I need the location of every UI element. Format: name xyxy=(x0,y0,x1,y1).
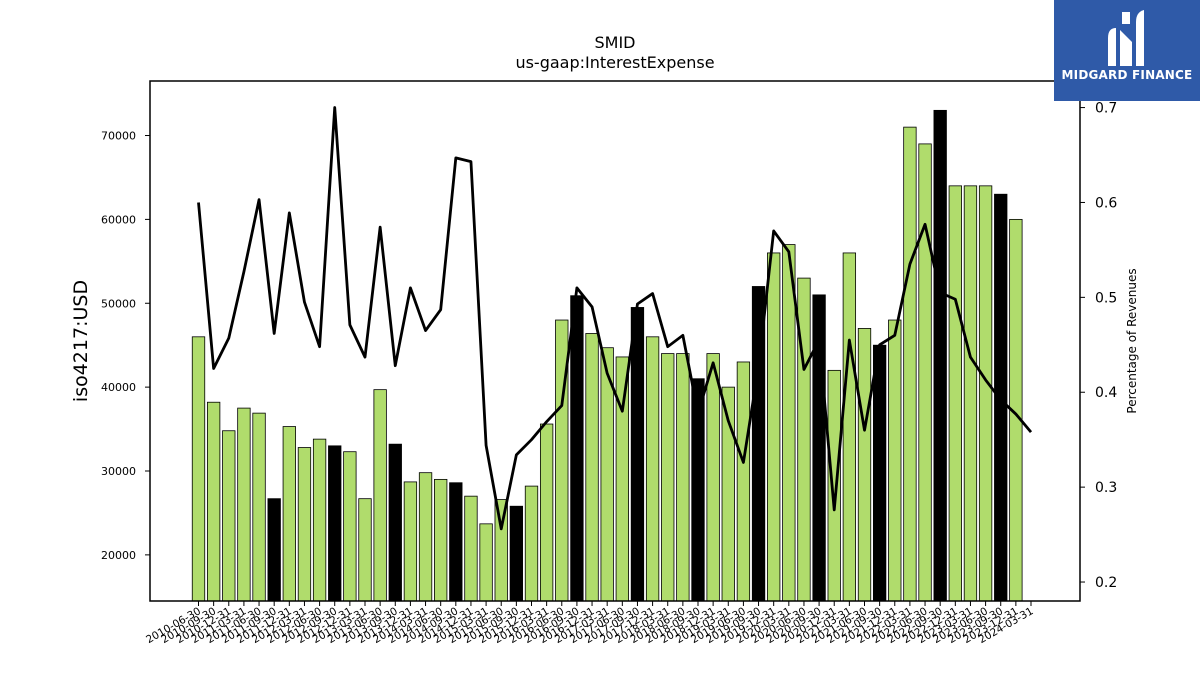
chart-title: SMID xyxy=(595,33,636,52)
y2-tick-label: 0.7 xyxy=(1095,101,1117,117)
bar-2014-12-31 xyxy=(464,495,478,602)
midgard-logo-icon xyxy=(1108,10,1144,66)
percentage-of-revenues-line xyxy=(197,106,1033,531)
bar-2014-03-31 xyxy=(418,472,433,602)
bar-2015-06-30 xyxy=(494,499,508,602)
y-tick-label: 60000 xyxy=(101,213,136,226)
midgard-finance-logo: MIDGARD FINANCE xyxy=(1054,0,1200,101)
bar-2023-03-31 xyxy=(963,185,978,602)
chart-subtitle: us-gaap:InterestExpense xyxy=(515,53,714,72)
y-tick-label: 30000 xyxy=(101,465,136,478)
bar-2015-12-31 xyxy=(524,485,539,602)
logo-text: MIDGARD FINANCE xyxy=(1061,68,1193,82)
bar-2022-09-30 xyxy=(933,109,947,602)
y2-tick-label: 0.5 xyxy=(1095,290,1117,306)
y2-tick-label: 0.2 xyxy=(1095,575,1117,591)
x-axis: 2010-06-302010-09-302010-12-312011-03-31… xyxy=(144,601,1036,646)
bar-2010-09-30 xyxy=(206,401,221,602)
bar-2014-09-30 xyxy=(449,482,463,602)
bar-2018-12-31 xyxy=(706,353,720,602)
bar-2021-06-30 xyxy=(857,328,872,602)
bar-2013-09-30 xyxy=(388,443,402,602)
bar-2018-03-31 xyxy=(661,353,675,602)
y2-tick-label: 0.6 xyxy=(1095,195,1117,211)
bar-2012-06-30 xyxy=(312,438,327,602)
bar-2021-12-31 xyxy=(888,319,902,602)
bar-2020-03-31 xyxy=(782,244,796,602)
y2-axis-label: Percentage of Revenues xyxy=(1125,268,1139,413)
bar-2011-06-30 xyxy=(252,412,266,602)
bar-2020-12-31 xyxy=(827,369,841,602)
bar-2010-12-31 xyxy=(222,430,236,602)
y-axis-left: 20000 30000 40000 50000 60000 70000 xyxy=(101,130,150,562)
y-tick-label: 50000 xyxy=(101,297,136,310)
bar-2010-06-30 xyxy=(191,336,206,602)
bar-2023-06-30 xyxy=(978,185,993,602)
bar-2017-06-30 xyxy=(615,356,629,602)
bar-2016-12-31 xyxy=(585,333,599,602)
y-axis-label: iso4217:USD xyxy=(70,280,92,402)
bar-2011-03-31 xyxy=(237,407,251,602)
y-tick-label: 40000 xyxy=(101,381,136,394)
bar-2016-09-30 xyxy=(570,295,584,602)
y-tick-label: 20000 xyxy=(101,549,136,562)
bar-2016-03-31 xyxy=(539,423,554,602)
bar-2012-09-30 xyxy=(328,445,342,602)
bar-2019-06-30 xyxy=(736,361,751,602)
bar-2022-06-30 xyxy=(918,143,932,602)
bar-2022-03-31 xyxy=(903,126,917,602)
y2-tick-label: 0.3 xyxy=(1095,480,1117,496)
bar-2013-06-30 xyxy=(373,389,387,602)
y2-tick-label: 0.4 xyxy=(1095,385,1117,401)
bar-2018-06-30 xyxy=(676,353,690,602)
bar-2021-03-31 xyxy=(842,252,857,602)
bar-2011-09-30 xyxy=(267,498,281,602)
bar-2013-12-31 xyxy=(403,481,418,602)
bar-2014-06-30 xyxy=(434,478,448,602)
bar-2013-03-31 xyxy=(358,498,372,602)
bar-2022-12-31 xyxy=(948,185,962,602)
bar-series xyxy=(191,109,1023,602)
y-axis-right: 0.2 0.3 0.4 0.5 0.6 0.7 xyxy=(1080,101,1117,591)
plot-frame xyxy=(149,80,1081,602)
bar-2019-12-31 xyxy=(767,252,781,602)
bar-2017-09-30 xyxy=(630,307,645,602)
bar-2012-12-31 xyxy=(343,451,357,602)
y-tick-label: 70000 xyxy=(101,130,136,143)
bar-2011-12-31 xyxy=(282,426,296,602)
bar-2021-09-30 xyxy=(872,344,887,602)
bar-2012-03-31 xyxy=(297,447,312,602)
bar-2015-09-30 xyxy=(509,505,524,602)
bar-2015-03-31 xyxy=(479,523,493,602)
bar-2017-12-31 xyxy=(645,336,660,602)
